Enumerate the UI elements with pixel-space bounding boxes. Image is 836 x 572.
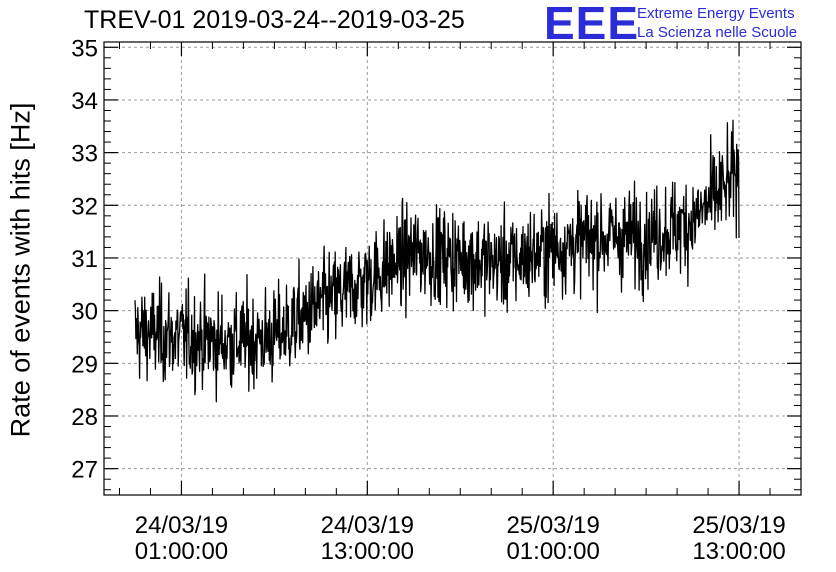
axis-ticks — [104, 42, 802, 495]
y-tick-label: 35 — [71, 35, 98, 62]
y-tick-label: 30 — [71, 299, 98, 326]
chart-title: TREV-01 2019-03-24--2019-03-25 — [84, 6, 465, 34]
x-tick-label-date: 25/03/19 — [692, 512, 785, 539]
x-tick-labels: 24/03/1901:00:0024/03/1913:00:0025/03/19… — [135, 512, 786, 565]
x-tick-label-time: 01:00:00 — [506, 538, 599, 565]
x-tick-label-date: 25/03/19 — [506, 512, 599, 539]
y-tick-label: 33 — [71, 141, 98, 168]
logo-caption: Extreme Energy Events La Scienza nelle S… — [637, 4, 797, 42]
y-tick-label: 32 — [71, 193, 98, 220]
y-tick-label: 31 — [71, 246, 98, 273]
y-tick-label: 28 — [71, 404, 98, 431]
logo-caption-line2: La Scienza nelle Scuole — [637, 24, 798, 41]
rate-series — [134, 119, 740, 403]
x-tick-label-time: 01:00:00 — [135, 538, 228, 565]
y-tick-label: 27 — [71, 457, 98, 484]
y-tick-label: 29 — [71, 351, 98, 378]
x-tick-label-time: 13:00:00 — [692, 538, 785, 565]
y-axis-label: Rate of events with hits [Hz] — [5, 102, 36, 438]
x-tick-label-date: 24/03/19 — [135, 512, 228, 539]
rate-series-line — [134, 119, 740, 403]
y-tick-label: 34 — [71, 88, 98, 115]
y-tick-labels: 27 28 29 30 31 32 33 34 35 — [71, 35, 98, 483]
x-tick-label-time: 13:00:00 — [321, 538, 414, 565]
y-axis-label-wrap: Rate of events with hits [Hz] — [4, 60, 38, 480]
x-tick-label-date: 24/03/19 — [321, 512, 414, 539]
logo-caption-line1: Extreme Energy Events — [637, 5, 795, 22]
eee-logo: EEE — [544, 0, 640, 49]
